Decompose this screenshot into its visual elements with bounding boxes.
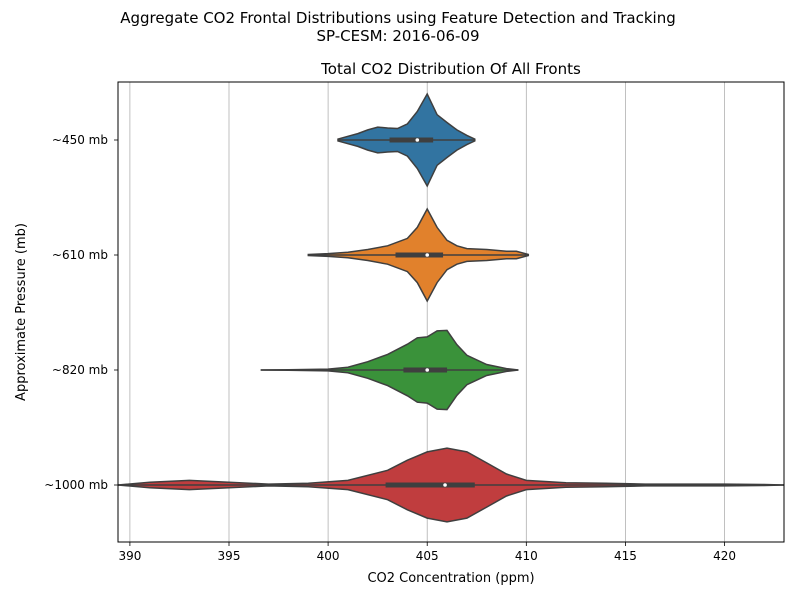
violin-iqr-box — [389, 137, 434, 143]
violin-median-dot — [425, 253, 430, 257]
violin-layer — [117, 92, 785, 523]
violin-median-dot — [415, 138, 420, 142]
y-axis-label: Approximate Pressure (mb) — [14, 223, 29, 401]
x-tick-label: 400 — [317, 549, 340, 563]
violin-iqr-box — [395, 252, 444, 258]
y-tick-label: ~820 mb — [52, 363, 108, 377]
suptitle-line1: Aggregate CO2 Frontal Distributions usin… — [120, 9, 676, 27]
violin-iqr-box — [385, 482, 475, 488]
violin-iqr-box — [403, 367, 448, 373]
x-tick-label: 395 — [218, 549, 241, 563]
y-tick-label: ~1000 mb — [44, 478, 108, 492]
x-tick-label: 390 — [118, 549, 141, 563]
x-axis-label: CO2 Concentration (ppm) — [367, 571, 534, 586]
y-tick-label: ~450 mb — [52, 133, 108, 147]
x-tick-label: 405 — [416, 549, 439, 563]
chart-title: Total CO2 Distribution Of All Fronts — [320, 60, 581, 78]
violin-median-dot — [425, 368, 430, 372]
y-tick-label: ~610 mb — [52, 248, 108, 262]
x-tick-label: 415 — [614, 549, 637, 563]
plot-frame — [117, 81, 785, 543]
tick-layer: 390 395 400 405 410 415 420 ~450 mb ~610 mb ~820 … — [44, 133, 736, 563]
x-tick-label: 410 — [515, 549, 538, 563]
violin-median-dot — [443, 483, 447, 487]
x-tick-label: 420 — [713, 549, 736, 563]
suptitle-line2: SP-CESM: 2016-06-09 — [316, 27, 479, 45]
